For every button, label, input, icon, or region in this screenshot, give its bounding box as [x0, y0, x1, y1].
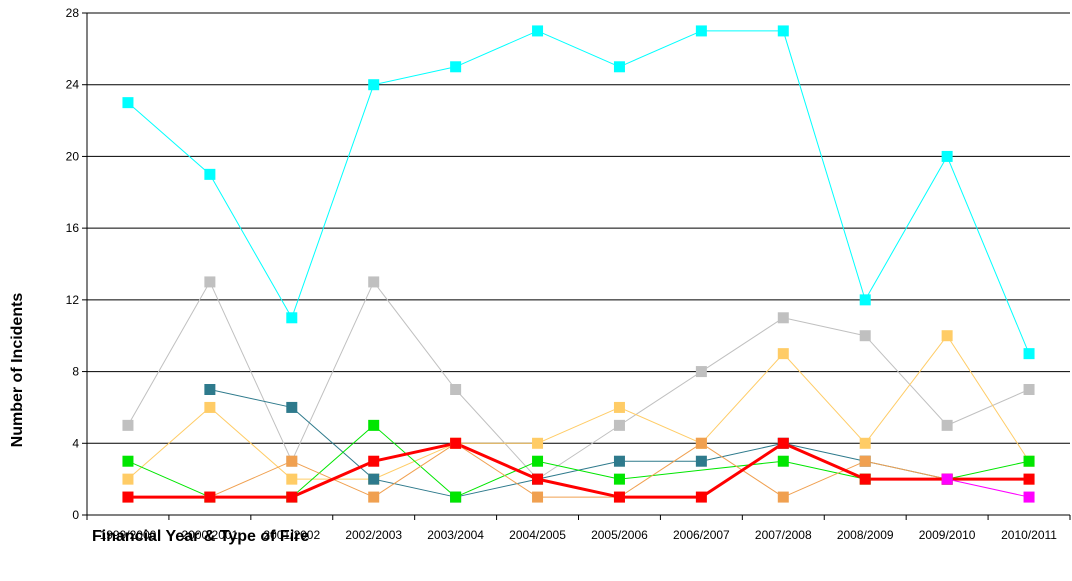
data-point-6	[1023, 473, 1035, 485]
data-point-5	[286, 455, 298, 467]
data-point-2	[859, 437, 871, 449]
data-point-7	[941, 473, 953, 485]
y-tick-label: 24	[66, 78, 80, 92]
x-tick-label: 2009/2010	[919, 528, 976, 542]
data-point-0	[1023, 348, 1035, 360]
data-point-6	[532, 473, 544, 485]
data-point-0	[859, 294, 871, 306]
x-tick-label: 2001/2002	[263, 528, 320, 542]
data-point-3	[613, 455, 625, 467]
y-tick-label: 4	[72, 436, 79, 450]
data-point-1	[695, 366, 707, 378]
x-tick-label: 2010/2011	[1001, 528, 1057, 542]
data-point-2	[532, 437, 544, 449]
data-point-1	[204, 276, 216, 288]
series-line-2	[127, 335, 1030, 480]
x-tick-label: 2008/2009	[837, 528, 894, 542]
data-point-5	[368, 491, 380, 503]
data-point-1	[941, 419, 953, 431]
series-line-7	[947, 478, 1030, 498]
data-point-1	[1023, 384, 1035, 395]
data-point-6	[204, 491, 216, 503]
series-line-5	[127, 442, 1030, 498]
data-point-1	[450, 384, 462, 395]
data-point-2	[777, 348, 789, 360]
x-tick-label: 2005/2006	[591, 528, 648, 542]
y-tick-label: 16	[66, 221, 80, 235]
data-point-0	[941, 150, 953, 162]
data-point-5	[777, 491, 789, 503]
y-tick-label: 12	[66, 293, 80, 307]
data-point-3	[204, 384, 216, 395]
y-axis-title: Number of Incidents	[9, 293, 26, 448]
data-point-6	[859, 473, 871, 485]
data-point-0	[122, 97, 134, 109]
x-tick-label: 2006/2007	[673, 528, 730, 542]
series-line-6	[127, 441, 1030, 499]
data-point-3	[368, 473, 380, 485]
y-tick-label: 28	[66, 6, 80, 20]
y-tick-label: 20	[66, 149, 80, 163]
x-tick-label: 2002/2003	[345, 528, 402, 542]
data-point-6	[695, 491, 707, 503]
data-point-1	[859, 330, 871, 342]
data-point-3	[286, 401, 298, 413]
series-lines	[127, 30, 1030, 499]
series-line-0	[127, 30, 1030, 354]
x-tick-label: 2000/2001	[182, 528, 239, 542]
data-point-2	[204, 401, 216, 413]
data-point-5	[859, 455, 871, 467]
data-point-6	[777, 437, 789, 449]
y-tick-label: 8	[72, 365, 79, 379]
data-point-5	[695, 437, 707, 449]
x-axis-title: Financial Year & Type of Fire	[92, 528, 309, 545]
data-point-6	[450, 437, 462, 449]
x-tick-label: 1999/2000	[100, 528, 157, 542]
data-point-1	[777, 312, 789, 324]
data-point-4	[532, 455, 544, 467]
data-markers	[122, 25, 1035, 503]
data-point-4	[368, 419, 380, 431]
gridlines	[87, 12, 1070, 444]
data-point-4	[613, 473, 625, 485]
data-point-0	[613, 61, 625, 73]
data-point-4	[122, 455, 134, 467]
x-tick-label: 2007/2008	[755, 528, 812, 542]
data-point-6	[122, 491, 134, 503]
data-point-7	[1023, 491, 1035, 503]
axes	[82, 12, 1071, 520]
series-line-1	[127, 281, 1030, 480]
data-point-4	[777, 455, 789, 467]
tick-labels: 0 4 8 12 16 20 24 28 1999/2000 2000/2001 2001/2002…	[66, 6, 1058, 542]
y-tick-label: 0	[72, 508, 79, 522]
data-point-6	[613, 491, 625, 503]
data-point-0	[695, 25, 707, 37]
series-line-4	[127, 424, 1030, 498]
data-point-1	[368, 276, 380, 288]
data-point-4	[450, 491, 462, 503]
data-point-0	[286, 312, 298, 324]
data-point-2	[286, 473, 298, 485]
data-point-6	[286, 491, 298, 503]
data-point-3	[695, 455, 707, 467]
data-point-1	[122, 419, 134, 431]
data-point-2	[941, 330, 953, 342]
data-point-0	[777, 25, 789, 37]
data-point-5	[532, 491, 544, 503]
data-point-0	[204, 168, 216, 180]
data-point-4	[1023, 455, 1035, 467]
data-point-6	[368, 455, 380, 467]
data-point-2	[122, 473, 134, 485]
data-point-0	[368, 79, 380, 91]
data-point-0	[532, 25, 544, 37]
data-point-1	[613, 419, 625, 431]
data-point-2	[613, 401, 625, 413]
data-point-0	[450, 61, 462, 73]
x-tick-label: 2004/2005	[509, 528, 566, 542]
x-tick-label: 2003/2004	[427, 528, 484, 542]
